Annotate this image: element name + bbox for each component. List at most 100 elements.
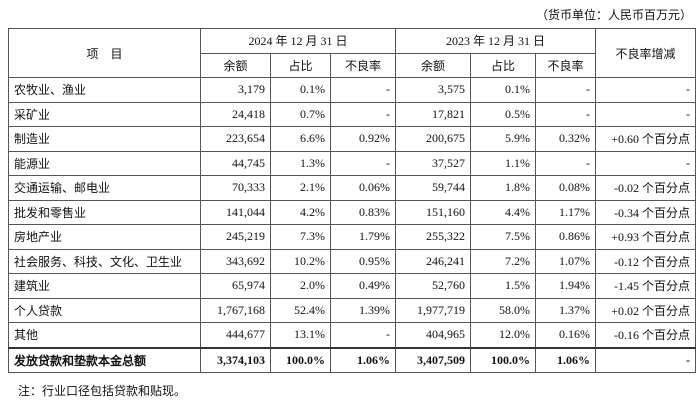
cell: 4.2% (270, 199, 331, 225)
cell: - (535, 77, 596, 103)
loan-table: 项 目 2024 年 12 月 31 日 2023 年 12 月 31 日 不良… (8, 28, 696, 373)
cell: - (330, 150, 396, 176)
cell: 245,219 (200, 224, 271, 250)
table-row: 制造业 223,654 6.6% 0.92% 200,675 5.9% 0.32% +0.60… (8, 126, 696, 152)
cell: 1.39% (330, 297, 396, 323)
cell: 0.95% (330, 248, 396, 274)
cell: 3,407,509 (395, 346, 471, 373)
cell: 65,974 (200, 273, 271, 299)
cell: - (330, 101, 396, 127)
row-label: 发放贷款和垫款本金总额 (8, 346, 201, 373)
table-row: 采矿业 24,418 0.7% -17,821 0.5% - - (8, 101, 696, 127)
cell: 343,692 (200, 248, 271, 274)
cell: - (595, 346, 696, 373)
unit-label: （货币单位：人民币百万元） (535, 8, 692, 22)
cell: 3,179 (200, 77, 271, 103)
cell: 0.08% (535, 175, 596, 201)
cell: 255,322 (395, 224, 471, 250)
row-label: 批发和零售业 (8, 199, 201, 225)
table-row: 能源业 44,745 1.3% -37,527 1.1% - - (8, 150, 696, 176)
cell: 52,760 (395, 273, 471, 299)
cell: 0.1% (270, 77, 331, 103)
cell: - (595, 77, 696, 103)
table-row: 建筑业 65,974 2.0% 0.49% 52,760 1.5% 1.94% -1.45 个… (8, 273, 696, 299)
cell: 70,333 (200, 175, 271, 201)
cell: 1.3% (270, 150, 331, 176)
sub-header: 不良率 (535, 52, 596, 78)
cell: - (330, 77, 396, 103)
cell: 1.06% (535, 346, 596, 373)
cell: 1,977,719 (395, 297, 471, 323)
cell: +0.60 个百分点 (595, 126, 696, 152)
cell: 100.0% (470, 346, 536, 373)
cell: -0.34 个百分点 (595, 199, 696, 225)
cell: 7.2% (470, 248, 536, 274)
cell: 0.1% (470, 77, 536, 103)
cell: 151,160 (395, 199, 471, 225)
cell: 3,374,103 (200, 346, 271, 373)
cell: 444,677 (200, 322, 271, 348)
cell: 0.86% (535, 224, 596, 250)
cell: 1.8% (470, 175, 536, 201)
cell: 0.06% (330, 175, 396, 201)
cell: - (535, 150, 596, 176)
cell: 7.3% (270, 224, 331, 250)
cell: 24,418 (200, 101, 271, 127)
row-label: 交通运输、邮电业 (8, 175, 201, 201)
cell: - (330, 322, 396, 348)
note: 注：行业口径包括贷款和贴现。 (18, 384, 187, 398)
cell: 2.0% (270, 273, 331, 299)
year-header: 2023 年 12 月 31 日 (395, 28, 596, 54)
cell: 0.7% (270, 101, 331, 127)
sub-header-row: 余额 占比 不良率 余额 占比 不良率 (9, 52, 696, 78)
table-row: 发放贷款和垫款本金总额 3,374,103 100.0% 1.06% 3,407,509… (8, 346, 696, 373)
row-label: 农牧业、渔业 (8, 77, 201, 103)
cell: 404,965 (395, 322, 471, 348)
table-body: 农牧业、渔业 3,179 0.1% -3,575 0.1% - - 采矿业 24,418 0.7%… (8, 77, 696, 373)
row-label: 能源业 (8, 150, 201, 176)
cell: 1.17% (535, 199, 596, 225)
item-header: 项 目 (8, 28, 201, 78)
cell: 7.5% (470, 224, 536, 250)
table-row: 农牧业、渔业 3,179 0.1% -3,575 0.1% - - (8, 77, 696, 103)
cell: 10.2% (270, 248, 331, 274)
cell: 223,654 (200, 126, 271, 152)
cell: 1.07% (535, 248, 596, 274)
cell: 12.0% (470, 322, 536, 348)
cell: 1.37% (535, 297, 596, 323)
cell: 0.16% (535, 322, 596, 348)
cell: - (595, 150, 696, 176)
cell: 0.83% (330, 199, 396, 225)
cell: -0.12 个百分点 (595, 248, 696, 274)
cell: -0.02 个百分点 (595, 175, 696, 201)
cell: 1.5% (470, 273, 536, 299)
cell: 0.5% (470, 101, 536, 127)
row-label: 个人贷款 (8, 297, 201, 323)
cell: 13.1% (270, 322, 331, 348)
sub-header: 余额 (395, 52, 471, 78)
cell: 5.9% (470, 126, 536, 152)
table-row: 交通运输、邮电业 70,333 2.1% 0.06% 59,744 1.8% 0.08% -0… (8, 175, 696, 201)
row-label: 社会服务、科技、文化、卫生业 (8, 248, 201, 274)
cell: 200,675 (395, 126, 471, 152)
row-label: 其他 (8, 322, 201, 348)
cell: 1.94% (535, 273, 596, 299)
cell: 1.06% (330, 346, 396, 373)
sub-header: 余额 (200, 52, 271, 78)
sub-header: 占比 (470, 52, 536, 78)
table-row: 房地产业 245,219 7.3% 1.79% 255,322 7.5% 0.86% +0.9… (8, 224, 696, 250)
cell: -1.45 个百分点 (595, 273, 696, 299)
cell: - (535, 101, 596, 127)
cell: 0.32% (535, 126, 596, 152)
cell: 1.79% (330, 224, 396, 250)
change-header: 不良率增减 (595, 28, 696, 78)
row-label: 制造业 (8, 126, 201, 152)
year-header: 2024 年 12 月 31 日 (200, 28, 396, 54)
sub-header: 不良率 (330, 52, 396, 78)
table-row: 个人贷款 1,767,168 52.4% 1.39% 1,977,719 58.0% 1.3… (8, 297, 696, 323)
cell: 6.6% (270, 126, 331, 152)
cell: 52.4% (270, 297, 331, 323)
cell: 246,241 (395, 248, 471, 274)
sub-header: 占比 (270, 52, 331, 78)
